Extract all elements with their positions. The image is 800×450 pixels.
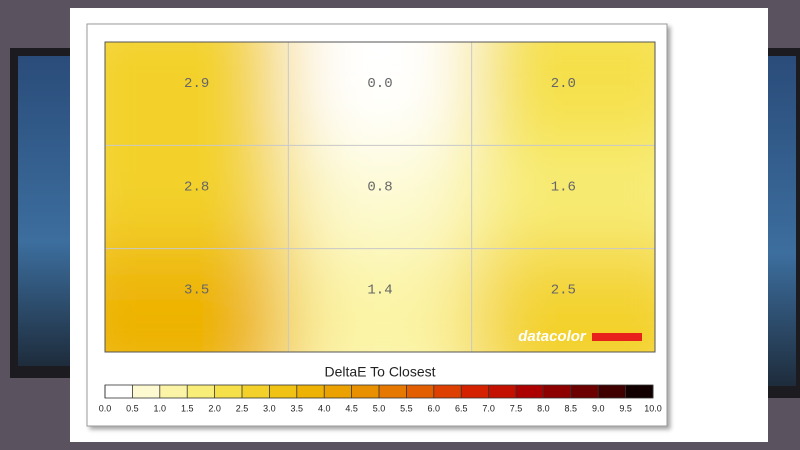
colorbar-segment <box>269 385 297 398</box>
cell-label: 0.0 <box>367 76 392 92</box>
colorbar-tick-label: 4.5 <box>345 403 358 413</box>
colorbar-tick-label: 1.5 <box>181 403 194 413</box>
colorbar-segment <box>132 385 160 398</box>
cell-label: 2.9 <box>184 76 209 92</box>
colorbar-segment <box>488 385 516 398</box>
colorbar-segment <box>187 385 215 398</box>
cell-label: 0.8 <box>367 179 392 195</box>
cell-label: 1.6 <box>551 179 576 195</box>
colorbar-segment <box>296 385 325 398</box>
colorbar-segment <box>406 385 434 398</box>
cell-label: 3.5 <box>184 283 209 299</box>
colorbar-tick-label: 5.0 <box>373 403 386 413</box>
cell-label: 1.4 <box>367 283 392 299</box>
colorbar-tick-label: 6.5 <box>455 403 468 413</box>
heat-cell <box>471 42 655 146</box>
brand: datacolor <box>518 328 587 345</box>
colorbar-segment <box>543 385 571 398</box>
heat-cell <box>471 145 655 249</box>
heat-cell <box>105 248 289 352</box>
colorbar-tick-label: 9.0 <box>592 403 605 413</box>
colorbar-segment <box>625 385 653 398</box>
colorbar-tick-label: 9.5 <box>619 403 632 413</box>
screen <box>18 56 70 366</box>
heat-cell <box>288 248 472 352</box>
colorbar-segment <box>379 385 407 398</box>
colorbar-segment <box>598 385 626 398</box>
colorbar-segment <box>433 385 462 398</box>
heat-cell <box>105 145 289 249</box>
colorbar-segment <box>351 385 379 398</box>
colorbar-tick-label: 0.0 <box>99 403 112 413</box>
colorbar-tick-label: 8.5 <box>565 403 578 413</box>
colorbar-tick-label: 7.0 <box>482 403 495 413</box>
colorbar-segment <box>214 385 242 398</box>
colorbar-tick-label: 2.0 <box>208 403 221 413</box>
colorbar-segment <box>324 385 352 398</box>
chart-title: DeltaE To Closest <box>324 364 435 380</box>
monitor-right <box>768 48 800 398</box>
colorbar-segment <box>105 385 133 398</box>
colorbar-tick-label: 3.5 <box>291 403 304 413</box>
cell-label: 2.5 <box>551 283 576 299</box>
plot-border <box>104 41 656 353</box>
colorbar-tick-label: 7.5 <box>510 403 523 413</box>
colorbar-tick-label: 0.5 <box>126 403 139 413</box>
colorbar-segment <box>570 385 599 398</box>
colorbar-segment <box>461 385 489 398</box>
colorbar-segment <box>516 385 544 398</box>
heat-cell <box>105 42 289 146</box>
screen <box>768 56 796 386</box>
heat-cell <box>288 42 472 146</box>
colorbar-tick-label: 1.0 <box>154 403 167 413</box>
colorbar-segment <box>242 385 270 398</box>
heat-cell <box>288 145 472 249</box>
cell-label: 2.0 <box>551 76 576 92</box>
colorbar-tick-label: 5.5 <box>400 403 413 413</box>
colorbar-tick-label: 2.5 <box>236 403 249 413</box>
brand-bar <box>592 333 642 341</box>
monitor-left <box>10 48 70 378</box>
colorbar-tick-label: 10.0 <box>644 403 662 413</box>
colorbar-tick-label: 6.0 <box>428 403 441 413</box>
colorbar-segment <box>159 385 188 398</box>
colorbar-tick-label: 8.0 <box>537 403 550 413</box>
colorbar-tick-label: 3.0 <box>263 403 276 413</box>
cell-label: 2.8 <box>184 179 209 195</box>
colorbar-tick-label: 4.0 <box>318 403 331 413</box>
